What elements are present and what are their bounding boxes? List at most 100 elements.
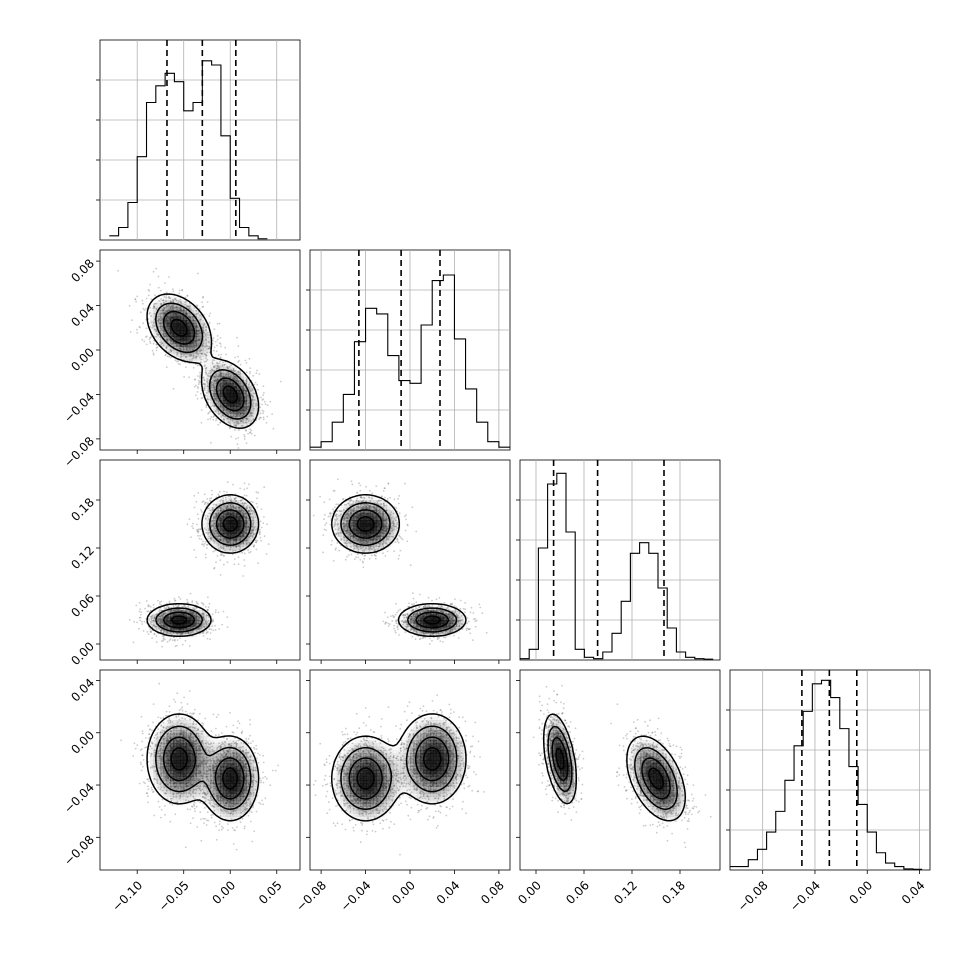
density-cell-1-0 bbox=[233, 383, 237, 387]
scatter-point-1-0-474 bbox=[211, 387, 214, 389]
scatter-point-1-0-1280 bbox=[145, 336, 147, 338]
scatter-point-1-0-2018 bbox=[213, 395, 216, 397]
scatter-point-2-0-115 bbox=[170, 609, 173, 612]
scatter-point-2-0-1996 bbox=[229, 541, 231, 543]
scatter-point-2-0-527 bbox=[167, 606, 170, 608]
scatter-point-1-0-760 bbox=[205, 395, 207, 397]
scatter-point-2-0-1912 bbox=[179, 598, 182, 600]
scatter-point-2-0-1001 bbox=[221, 623, 223, 626]
scatter-point-2-0-1780 bbox=[159, 615, 161, 618]
scatter-point-2-0-753 bbox=[171, 639, 174, 642]
scatter-point-2-0-20 bbox=[251, 534, 254, 537]
scatter-point-1-0-1631 bbox=[206, 378, 209, 380]
scatter-point-2-0-468 bbox=[151, 637, 153, 639]
scatter-point-1-0-1706 bbox=[223, 375, 226, 378]
scatter-point-1-0-725 bbox=[214, 388, 217, 391]
density-cell-1-0 bbox=[170, 333, 174, 337]
scatter-point-1-0-94 bbox=[228, 365, 231, 368]
density-cell-1-0 bbox=[176, 343, 181, 347]
density-cell-1-0 bbox=[193, 343, 197, 347]
scatter-point-1-0-2105 bbox=[206, 347, 209, 350]
scatter-point-1-0-533 bbox=[245, 362, 248, 364]
scatter-point-1-0-957 bbox=[141, 299, 144, 302]
scatter-point-2-0-1670 bbox=[215, 512, 217, 515]
density-cell-1-0 bbox=[220, 406, 224, 411]
density-cell-1-0 bbox=[196, 350, 201, 354]
density-cell-1-0 bbox=[210, 400, 214, 404]
scatter-point-1-0-1229 bbox=[169, 306, 172, 309]
density-cell-1-0 bbox=[206, 383, 211, 387]
scatter-point-1-0-308 bbox=[246, 406, 248, 409]
density-cell-1-0 bbox=[206, 380, 211, 384]
scatter-point-1-0-1217 bbox=[195, 344, 198, 347]
scatter-point-2-0-1137 bbox=[252, 521, 255, 524]
scatter-point-1-0-1530 bbox=[205, 354, 208, 357]
scatter-point-2-0-1694 bbox=[253, 526, 256, 529]
scatter-point-2-0-1067 bbox=[215, 516, 217, 519]
scatter-point-1-0-415 bbox=[200, 397, 203, 400]
scatter-point-2-0-1347 bbox=[210, 525, 213, 527]
scatter-point-1-0-284 bbox=[199, 376, 201, 379]
density-cell-1-0 bbox=[236, 396, 241, 401]
density-cell-1-0 bbox=[186, 323, 191, 327]
contour-level-1-0-3 bbox=[170, 318, 238, 404]
scatter-point-1-0-1963 bbox=[226, 366, 229, 368]
scatter-point-2-0-371 bbox=[244, 512, 247, 515]
scatter-point-1-0-1050 bbox=[218, 366, 221, 369]
scatter-point-2-0-1401 bbox=[170, 610, 173, 613]
scatter-point-1-0-67 bbox=[223, 408, 225, 411]
scatter-point-2-0-2032 bbox=[158, 618, 161, 620]
scatter-point-1-0-1190 bbox=[234, 429, 236, 431]
density-cell-1-0 bbox=[220, 373, 224, 377]
density-cell-1-0 bbox=[233, 413, 237, 417]
density-cell-1-0 bbox=[223, 370, 227, 374]
scatter-point-1-0-1683 bbox=[213, 390, 216, 393]
scatter-point-2-0-1838 bbox=[219, 546, 222, 549]
scatter-point-1-0-992 bbox=[155, 343, 158, 346]
scatter-point-1-0-1778 bbox=[195, 355, 198, 358]
scatter-point-2-0-321 bbox=[215, 504, 218, 507]
scatter-point-1-0-231 bbox=[194, 378, 196, 380]
scatter-point-2-0-1445 bbox=[135, 604, 138, 607]
scatter-point-2-0-916 bbox=[165, 626, 167, 629]
scatter-point-1-0-1723 bbox=[212, 383, 214, 386]
density-cell-1-0 bbox=[203, 387, 207, 391]
density-cell-1-0 bbox=[193, 326, 197, 331]
scatter-point-1-0-359 bbox=[196, 391, 199, 393]
scatter-point-2-0-1359 bbox=[213, 533, 216, 535]
density-cell-1-0 bbox=[240, 406, 244, 411]
scatter-point-1-0-465 bbox=[215, 398, 217, 400]
scatter-point-2-0-878 bbox=[210, 536, 213, 539]
scatter-point-1-0-1313 bbox=[161, 309, 164, 312]
scatter-point-1-0-2166 bbox=[207, 336, 210, 339]
scatter-point-2-0-1577 bbox=[216, 514, 219, 517]
scatter-point-1-0-661 bbox=[185, 311, 188, 314]
scatter-point-2-0-865 bbox=[204, 553, 207, 556]
scatter-point-1-0-1997 bbox=[223, 364, 226, 366]
scatter-point-2-0-366 bbox=[181, 609, 184, 612]
scatter-point-1-0-717 bbox=[182, 308, 185, 311]
density-cell-1-0 bbox=[213, 390, 217, 394]
scatter-point-1-0-331 bbox=[251, 389, 253, 392]
scatter-point-2-0-1830 bbox=[231, 550, 234, 552]
density-cell-1-0 bbox=[236, 406, 241, 411]
scatter-point-2-0-863 bbox=[169, 609, 172, 612]
density-cell-1-0 bbox=[220, 383, 224, 387]
scatter-point-2-0-1366 bbox=[197, 602, 199, 605]
scatter-point-1-0-660 bbox=[202, 331, 205, 334]
scatter-point-2-0-937 bbox=[263, 486, 266, 489]
scatter-point-2-0-1568 bbox=[208, 602, 211, 605]
scatter-point-1-0-224 bbox=[197, 353, 200, 356]
density-cell-1-0 bbox=[203, 367, 207, 371]
scatter-point-1-0-177 bbox=[263, 392, 265, 394]
scatter-point-1-0-614 bbox=[145, 335, 148, 338]
scatter-point-2-0-991 bbox=[220, 507, 222, 510]
scatter-point-1-0-2090 bbox=[204, 371, 207, 374]
scatter-point-1-0-543 bbox=[194, 322, 197, 324]
scatter-point-1-0-319 bbox=[218, 371, 221, 374]
scatter-point-1-0-890 bbox=[227, 371, 230, 374]
scatter-point-2-0-1456 bbox=[222, 563, 225, 566]
density-cell-1-0 bbox=[190, 333, 194, 337]
density-cell-1-0 bbox=[173, 306, 177, 311]
scatter-point-2-0-335 bbox=[208, 529, 211, 531]
